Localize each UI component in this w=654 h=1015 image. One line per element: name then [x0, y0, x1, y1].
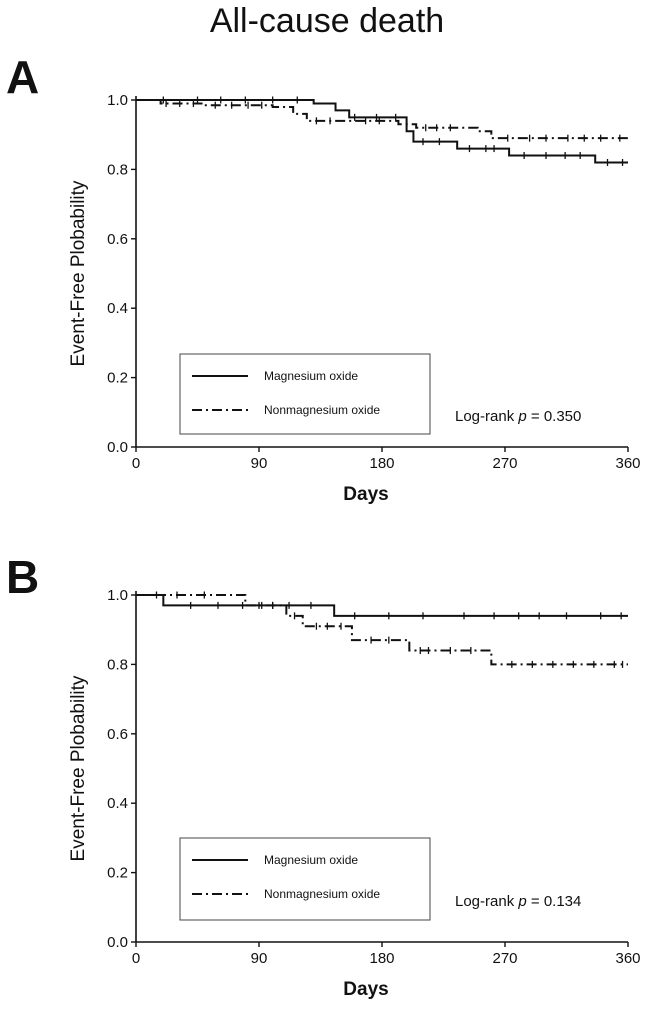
x-tick-label: 0 — [132, 950, 140, 967]
y-tick-label: 0.8 — [107, 161, 128, 178]
series-line-magnesium-oxide — [136, 99, 628, 164]
y-tick-label: 1.0 — [107, 92, 128, 109]
y-tick-label: 0.8 — [107, 656, 128, 673]
y-axis-title: Event-Free Plobability — [68, 180, 89, 366]
logrank-p: p — [517, 893, 526, 910]
legend-label: Nonmagnesium oxide — [264, 403, 380, 417]
km-chart-b: 0 90 180 270 360 0.0 0.2 0.4 0.6 0.8 1.0 Days Event-… — [68, 587, 641, 1000]
panel-label-b: B — [6, 551, 40, 603]
x-axis-title: Days — [343, 484, 388, 505]
y-tick-label: 0.2 — [107, 370, 128, 387]
logrank-prefix: Log-rank — [455, 893, 518, 910]
y-tick-label: 0.2 — [107, 865, 128, 882]
series-line-magnesium-oxide — [136, 594, 628, 617]
x-tick-label: 90 — [251, 950, 268, 967]
y-tick-label: 0.4 — [107, 300, 128, 317]
figure-title: All-cause death — [209, 2, 445, 40]
series-line-nonmagnesium-oxide — [136, 99, 628, 140]
y-axis-title: Event-Free Plobability — [68, 675, 89, 861]
x-tick-label: 270 — [492, 950, 517, 967]
y-tick-label: 0.0 — [107, 439, 128, 456]
x-tick-label: 180 — [369, 950, 394, 967]
legend-box — [179, 837, 431, 921]
x-tick-label: 90 — [251, 455, 268, 472]
x-tick-label: 360 — [615, 455, 640, 472]
x-axis-title: Days — [343, 979, 388, 1000]
x-tick-label: 360 — [615, 950, 640, 967]
logrank-annotation: Log-rank p = 0.134 — [455, 893, 581, 910]
panel-label-a: A — [6, 51, 40, 103]
logrank-annotation: Log-rank p = 0.350 — [455, 408, 581, 425]
x-tick-label: 180 — [369, 455, 394, 472]
logrank-value: = 0.134 — [527, 893, 582, 910]
legend-box — [179, 353, 431, 435]
legend-label: Magnesium oxide — [264, 853, 358, 867]
logrank-prefix: Log-rank — [455, 408, 518, 425]
logrank-p: p — [517, 408, 526, 425]
y-tick-label: 0.4 — [107, 795, 128, 812]
y-tick-label: 0.0 — [107, 934, 128, 951]
y-tick-label: 0.6 — [107, 726, 128, 743]
legend-label: Magnesium oxide — [264, 369, 358, 383]
km-chart-a: 0 90 180 270 360 0.0 0.2 0.4 0.6 0.8 1.0 Days Event-… — [68, 92, 641, 505]
y-tick-label: 0.6 — [107, 231, 128, 248]
logrank-value: = 0.350 — [527, 408, 582, 425]
x-tick-label: 0 — [132, 455, 140, 472]
legend-label: Nonmagnesium oxide — [264, 887, 380, 901]
y-tick-label: 1.0 — [107, 587, 128, 604]
x-tick-label: 270 — [492, 455, 517, 472]
